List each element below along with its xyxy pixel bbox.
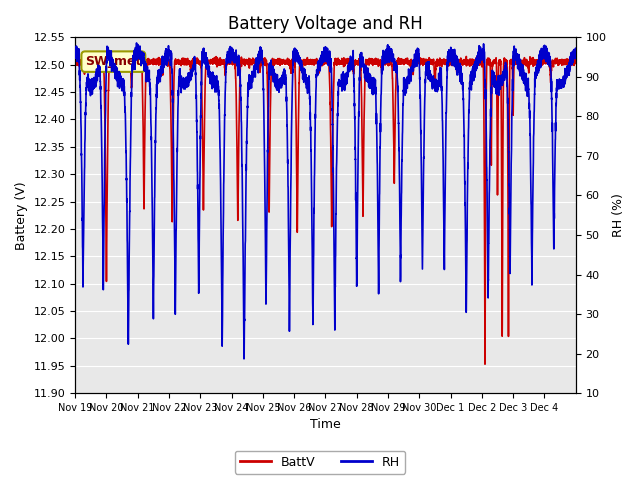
Text: SW_met: SW_met [85, 55, 141, 68]
Y-axis label: RH (%): RH (%) [612, 193, 625, 237]
X-axis label: Time: Time [310, 419, 341, 432]
Legend: BattV, RH: BattV, RH [235, 451, 405, 474]
Y-axis label: Battery (V): Battery (V) [15, 181, 28, 250]
Title: Battery Voltage and RH: Battery Voltage and RH [228, 15, 423, 33]
